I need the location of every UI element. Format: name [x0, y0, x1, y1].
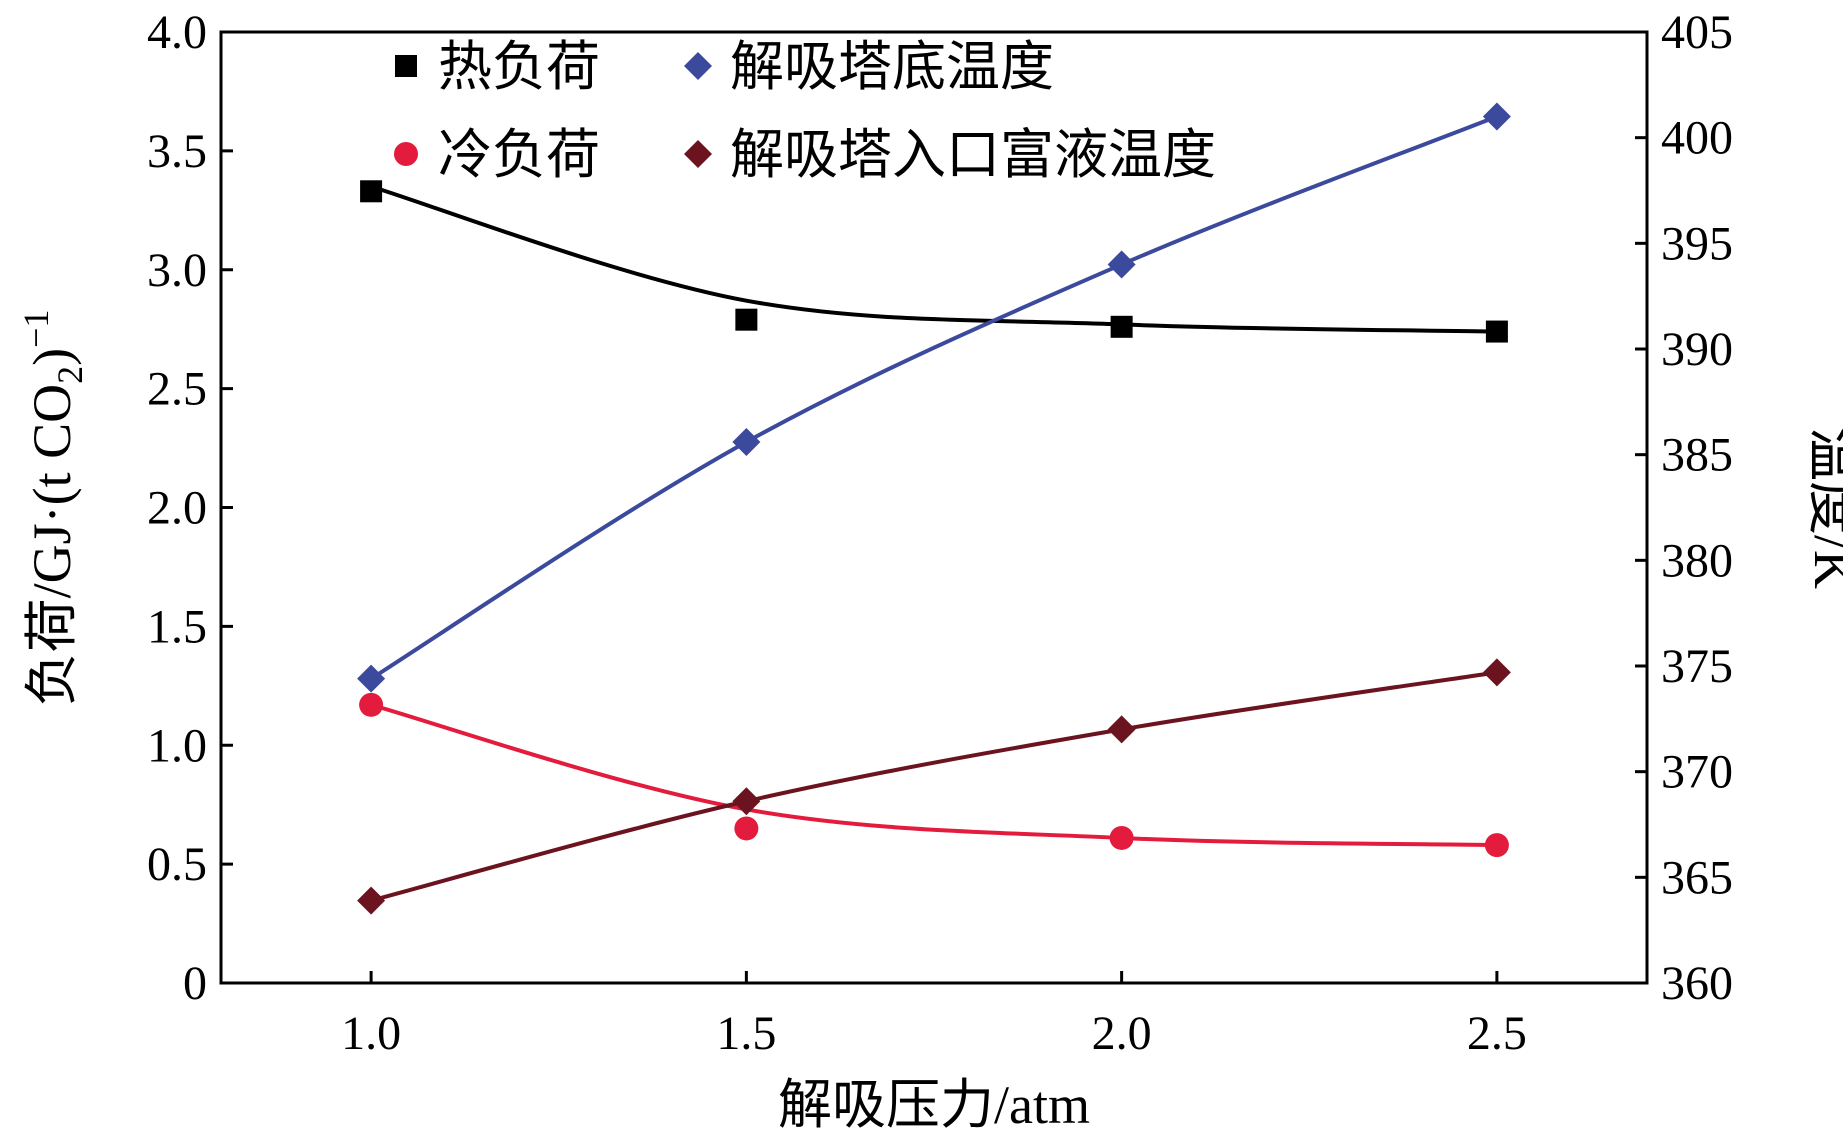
series-1-point [360, 180, 383, 203]
y-left-tick-label: 1.0 [147, 719, 207, 772]
y-left-tick-label: 3.0 [147, 244, 207, 297]
series-3-point [1482, 102, 1511, 131]
legend-marker-3 [684, 52, 712, 80]
y-right-tick-label: 385 [1661, 429, 1733, 482]
x-tick-label: 2.5 [1467, 1007, 1527, 1060]
series-2-point [734, 816, 759, 841]
series-4-point [732, 787, 761, 816]
y-right-tick-label: 400 [1661, 112, 1733, 165]
y-left-tick-label: 2.0 [147, 482, 207, 535]
series-4-point [1107, 715, 1136, 744]
y-left-tick-label: 4.0 [147, 6, 207, 59]
series-1-point [1485, 320, 1508, 343]
x-tick-label: 1.5 [716, 1007, 776, 1060]
y-right-tick-label: 365 [1661, 851, 1733, 904]
y-axis-title-left: 负荷/GJ·(t CO2)−1 [16, 310, 90, 707]
y-left-tick-label: 0.5 [147, 838, 207, 891]
x-tick-label: 2.0 [1092, 1007, 1152, 1060]
legend-marker-2 [394, 142, 418, 166]
legend-label-3: 解吸塔底温度 [730, 37, 1054, 97]
y-axis-title-left-main: 负荷/GJ·(t CO [22, 384, 82, 707]
series-3-point [357, 664, 386, 693]
series-1-point [1110, 315, 1133, 338]
series-3-point [732, 427, 761, 456]
legend-label-2: 冷负荷 [438, 125, 600, 185]
y-axis-title-left-close: ) [22, 348, 82, 366]
series-line-3 [370, 114, 1498, 681]
y-right-tick-label: 370 [1661, 746, 1733, 799]
y-axis-title-right: 温度/K [1803, 427, 1843, 589]
legend-marker-1 [395, 55, 417, 77]
x-tick-label: 1.0 [341, 1007, 401, 1060]
legend-marker-4 [684, 140, 712, 168]
y-left-tick-label: 1.5 [147, 600, 207, 653]
y-right-tick-label: 405 [1661, 6, 1733, 59]
y-left-tick-label: 3.5 [147, 125, 207, 178]
series-line-2 [370, 702, 1497, 848]
y-right-tick-label: 380 [1661, 534, 1733, 587]
y-right-tick-label: 390 [1661, 323, 1733, 376]
y-axis-title-left-sub: 2 [50, 366, 90, 384]
series-1-point [735, 308, 758, 331]
series-4-point [357, 886, 386, 915]
y-right-tick-label: 360 [1661, 957, 1733, 1010]
y-right-tick-label: 395 [1661, 217, 1733, 270]
y-left-tick-label: 0 [183, 957, 207, 1010]
series-2-point [359, 692, 384, 717]
x-axis-title: 解吸压力/atm [778, 1075, 1090, 1135]
legend-label-1: 热负荷 [438, 37, 600, 97]
series-2-point [1109, 825, 1134, 850]
y-right-tick-label: 375 [1661, 640, 1733, 693]
y-left-tick-label: 2.5 [147, 363, 207, 416]
series-4-point [1482, 658, 1511, 687]
series-2-point [1484, 833, 1509, 858]
series-line-4 [370, 670, 1498, 903]
legend-label-4: 解吸塔入口富液温度 [730, 125, 1216, 185]
y-axis-title-left-sup: −1 [16, 310, 56, 348]
series-line-1 [370, 184, 1497, 334]
series-3-point [1107, 250, 1136, 279]
